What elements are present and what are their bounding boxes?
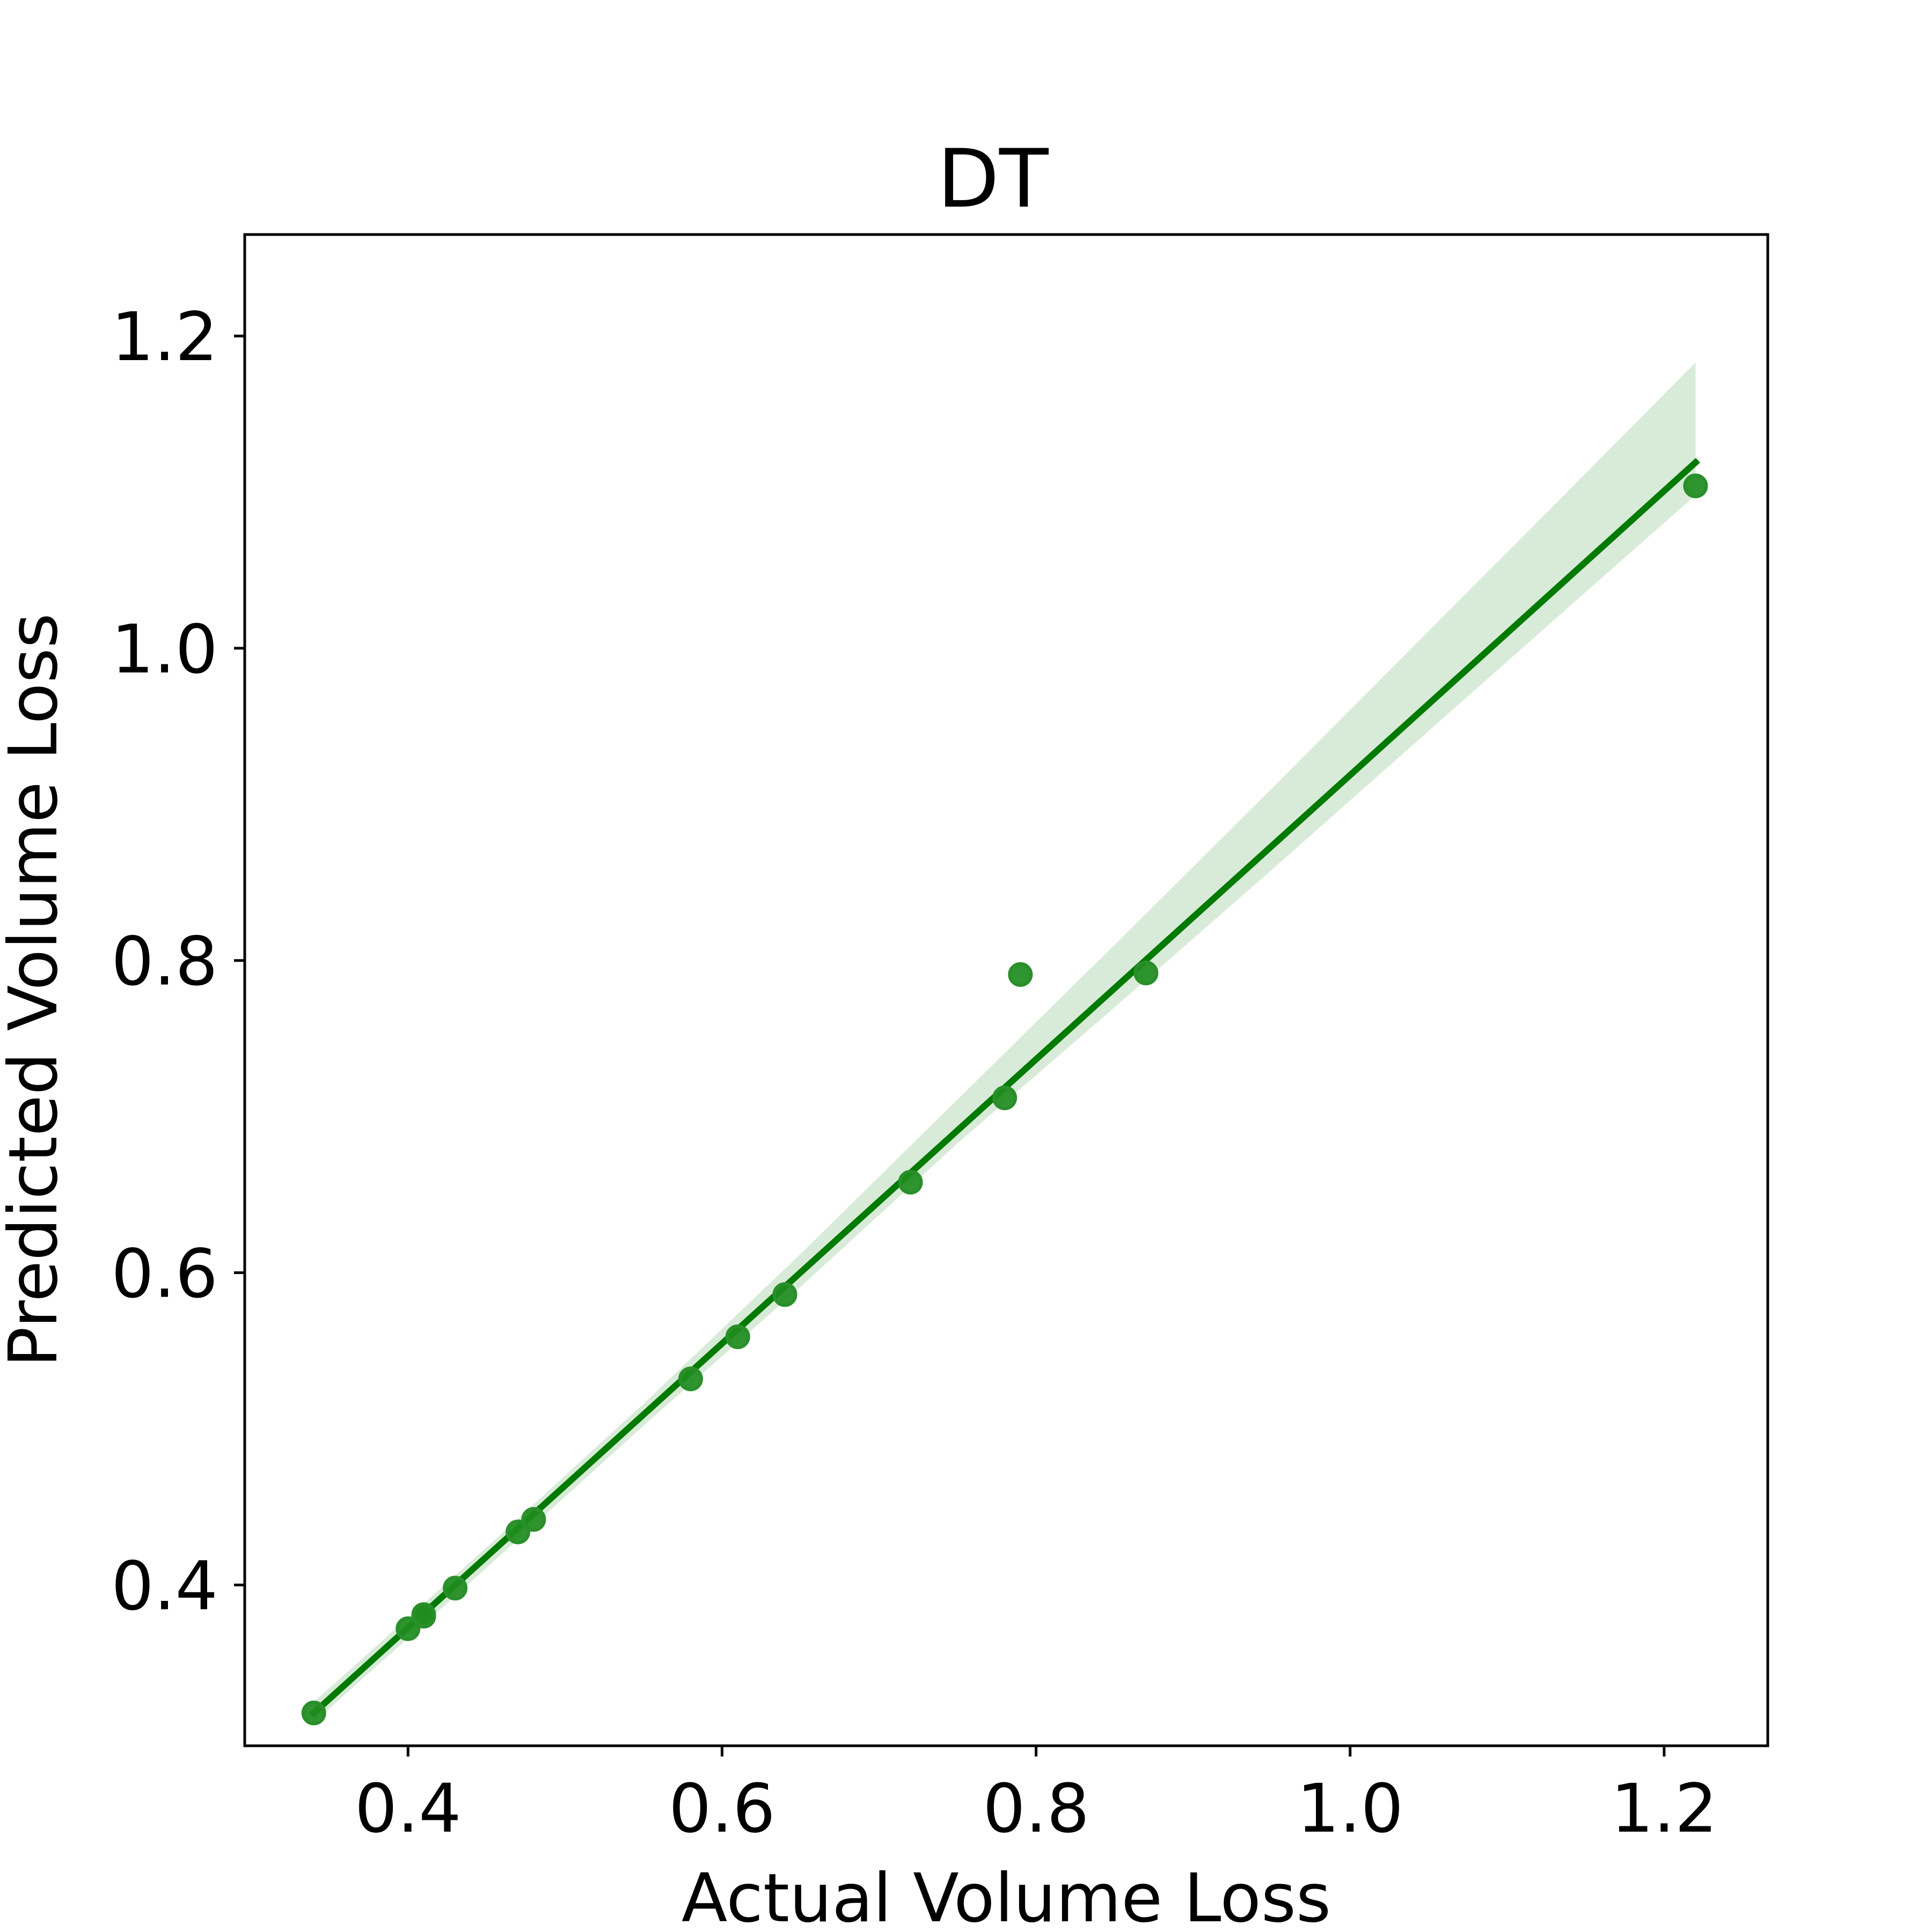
confidence-band [313,362,1696,1723]
y-tick-label: 1.2 [111,298,218,376]
x-tick-label: 0.4 [355,1770,462,1848]
data-points-layer [301,473,1708,1725]
x-tick-label: 0.8 [983,1770,1089,1848]
data-point [443,1576,468,1601]
x-axis-label: Actual Volume Loss [682,1860,1331,1932]
y-tick-label: 0.4 [111,1547,218,1625]
y-axis-label: Predicted Volume Loss [0,613,72,1367]
x-tick-label: 1.0 [1297,1770,1403,1848]
data-point [1683,473,1708,499]
data-point [992,1085,1018,1110]
data-point [396,1616,421,1641]
data-point [725,1324,750,1349]
data-point [506,1519,531,1545]
x-axis-ticks: 0.4 0.6 0.8 1.0 1.2 [355,1746,1717,1848]
y-tick-label: 0.8 [111,923,218,1001]
data-point [521,1507,546,1532]
plot-frame [243,233,1769,1747]
data-point [772,1282,797,1307]
x-tick-label: 0.6 [669,1770,775,1848]
y-axis-ticks: 0.4 0.6 0.8 1.0 1.2 [111,298,245,1625]
x-tick-label: 1.2 [1611,1770,1718,1848]
y-tick-label: 0.6 [111,1235,218,1313]
data-point [1008,962,1033,987]
data-point [1133,961,1159,985]
data-point [898,1169,923,1195]
y-tick-label: 1.0 [111,611,218,689]
chart-title: DT [937,133,1049,226]
confidence-band-layer [313,362,1696,1723]
data-point [678,1366,703,1392]
data-point [301,1700,326,1725]
data-point [411,1602,436,1627]
